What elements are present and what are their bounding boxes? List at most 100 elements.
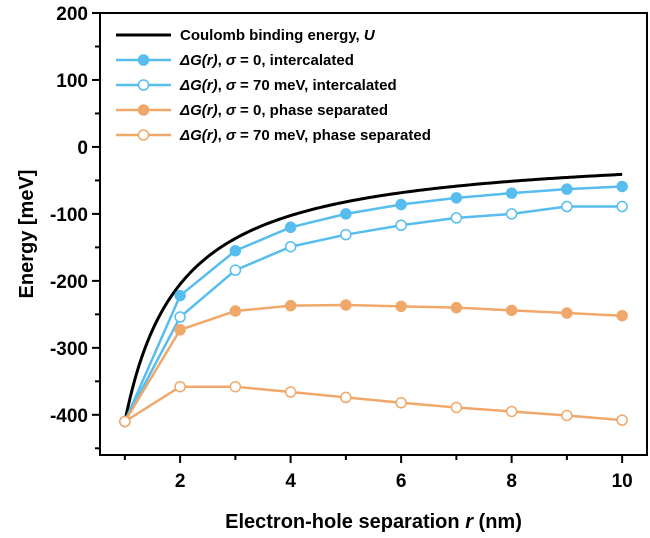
legend-label-part: σ [226,102,237,119]
plot-border [99,12,648,456]
legend-label-part: σ [226,127,237,144]
data-point [450,192,463,204]
series-line [123,172,623,422]
data-point [450,301,463,314]
data-point [284,299,297,312]
x-axis-title-main: Electron-hole separation [225,511,465,533]
series-layer [119,172,628,428]
data-point [340,228,352,241]
data-point [229,264,242,276]
data-point [395,219,407,232]
legend-label-part: = 70 meV, phase separated [236,127,431,144]
data-point [505,187,518,199]
series-line [123,303,623,423]
x-axis-title: Electron-hole separation r (nm) [225,511,522,533]
data-point [229,244,242,257]
legend-label-part: σ [226,52,237,69]
data-point [174,380,186,393]
y-axis-title: Energy [meV] [16,170,38,299]
data-point [395,300,407,313]
data-point [505,304,518,317]
legend-label-part: ΔG(r) [179,52,218,69]
series-0 [123,172,623,422]
legend-item-1: ΔG(r), σ = 0, intercalated [116,52,354,69]
data-point [174,289,186,302]
data-point [395,198,407,211]
legend-label-part: Coulomb binding energy, [180,27,364,44]
legend: Coulomb binding energy, U ΔG(r), σ = 0, i… [116,27,431,144]
legend-label-part: , [218,102,226,119]
series-line [124,385,623,423]
legend-label-part: , [218,127,226,144]
legend-label: Coulomb binding energy, U [180,27,376,44]
legend-item-0: Coulomb binding energy, U [116,27,376,44]
x-tick-label: 4 [285,471,296,492]
y-tick-label: -400 [50,406,88,427]
legend-label-part: = 0, intercalated [236,52,354,69]
data-point [340,208,352,220]
data-point [561,200,573,213]
legend-label-part: ΔG(r) [179,102,218,119]
data-point [340,391,352,404]
legend-label-part: = 70 meV, intercalated [236,77,397,94]
y-tick-label: 200 [56,4,88,25]
legend-item-2: ΔG(r), σ = 70 meV, intercalated [116,77,397,94]
y-tick-label: 100 [56,71,88,92]
data-point [616,309,628,322]
data-point [284,386,297,398]
data-point [395,397,407,409]
series-line [123,185,623,423]
data-point [284,221,297,234]
legend-swatch-marker [137,54,150,66]
data-point [174,324,186,336]
x-tick-label: 6 [396,471,407,492]
x-tick-label: 8 [506,471,517,492]
x-tick-label: 10 [612,471,633,492]
data-point [616,180,628,193]
legend-label-part: , [218,77,226,94]
legend-label-part: U [364,27,376,44]
data-point [616,414,628,426]
legend-label-part: σ [226,77,237,94]
legend-swatch-marker [137,129,150,141]
legend-label-part: ΔG(r) [179,127,218,144]
data-point [229,305,242,317]
data-point [450,212,463,224]
legend-item-3: ΔG(r), σ = 0, phase separated [116,102,388,119]
plot-frame [99,12,648,456]
series-2 [119,200,628,428]
legend-label-part: , [218,52,226,69]
legend-label-part: = 0, phase separated [236,102,388,119]
y-tick-label: -200 [50,272,88,293]
data-point [561,183,573,195]
data-point [229,380,242,393]
axes: 2 4 6 8 10 200 100 0 -100 -200 -300 -400 [50,4,633,492]
y-tick-label: 0 [77,138,88,159]
data-point [450,401,463,414]
legend-swatch-marker [137,79,150,91]
data-point [505,208,518,220]
legend-label-part: ΔG(r) [179,77,218,94]
legend-label: ΔG(r), σ = 70 meV, phase separated [179,127,431,144]
data-point [119,415,131,428]
y-tick-label: -300 [50,339,88,360]
series-4 [119,380,628,428]
legend-label: ΔG(r), σ = 0, phase separated [179,102,388,119]
data-point [561,307,573,319]
series-line [123,205,623,423]
data-point [505,405,518,418]
x-axis-title-variable: r [465,511,474,533]
data-point [616,200,628,213]
legend-label: ΔG(r), σ = 70 meV, intercalated [179,77,397,94]
legend-label: ΔG(r), σ = 0, intercalated [179,52,354,69]
legend-swatch-marker [137,104,150,116]
data-point [561,409,573,422]
y-tick-label: -100 [50,205,88,226]
x-axis-title-unit: (nm) [473,511,522,533]
series-3 [119,299,628,428]
data-point [284,240,297,253]
legend-item-4: ΔG(r), σ = 70 meV, phase separated [116,127,431,144]
data-point [340,299,352,311]
data-point [174,311,186,323]
x-tick-label: 2 [175,471,186,492]
